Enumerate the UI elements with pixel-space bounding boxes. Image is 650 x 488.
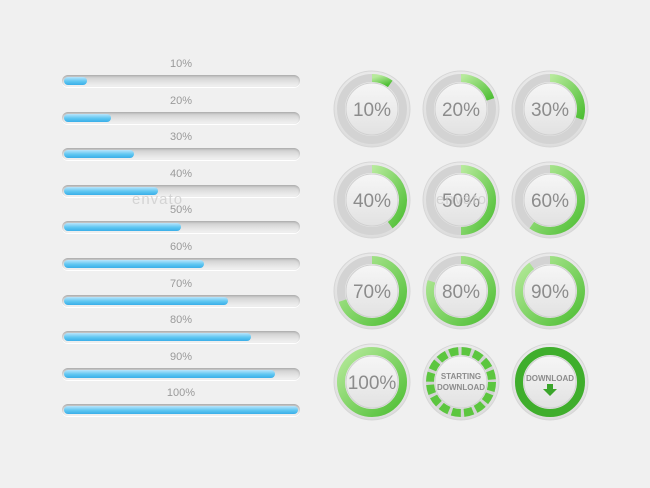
download-button[interactable]: DOWNLOAD [511, 343, 589, 421]
dial-percent-label: 30% [531, 100, 569, 121]
progress-bar-label: 40% [169, 167, 193, 180]
circular-progress: 80% [422, 252, 500, 330]
progress-bar-track [62, 258, 300, 270]
dial-percent-label: 70% [353, 282, 391, 303]
dial-face [345, 355, 399, 409]
progress-arc [529, 165, 585, 235]
dial-face [434, 264, 488, 318]
dial-percent-label: 80% [442, 282, 480, 303]
download-button-label: DOWNLOAD [526, 374, 574, 383]
circular-progress: 30% [511, 70, 589, 148]
watermark-text: envato [436, 191, 488, 208]
dial-face [345, 264, 399, 318]
circular-progress: 10% [333, 70, 411, 148]
progress-bar-fill [64, 186, 158, 195]
dial-percent-label: 90% [531, 282, 569, 303]
progress-bar-fill [64, 77, 87, 85]
progress-arc [426, 256, 496, 326]
circular-progress: 20% [422, 70, 500, 148]
progress-bar-label: 50% [169, 204, 193, 217]
progress-bar-track [62, 367, 300, 380]
progress-arc [460, 74, 495, 101]
dial-face [345, 173, 399, 227]
progress-bar-track [62, 221, 300, 234]
dial-percent-label: 50% [442, 191, 480, 212]
progress-bar-track [62, 75, 300, 87]
dial-percent-label: 100% [348, 373, 397, 394]
dial-face [345, 82, 399, 136]
dial-face [434, 355, 488, 409]
progress-bar-fill [64, 369, 275, 378]
download-label: DOWNLOAD [437, 383, 485, 392]
progress-bar-fill [64, 296, 228, 305]
progress-arc [338, 256, 407, 326]
progress-bar-track [62, 404, 300, 417]
starting-label: STARTING [441, 372, 481, 381]
progress-arc [460, 165, 496, 235]
progress-arc [337, 347, 407, 417]
progress-bar-fill [64, 406, 298, 415]
progress-bar-track [62, 294, 300, 307]
progress-bar-fill [64, 223, 181, 232]
progress-bar-track [62, 184, 300, 197]
circular-progress: 90% [511, 252, 589, 330]
starting-download-indicator: STARTING DOWNLOAD [422, 343, 500, 421]
circular-progress: 40% [333, 161, 411, 239]
download-ring [515, 347, 585, 417]
progress-bar-track [62, 331, 300, 344]
progress-bar-track [62, 148, 300, 161]
progress-arc [515, 256, 585, 326]
dial-face [523, 264, 577, 318]
progress-arc [371, 165, 407, 229]
dial-face [434, 82, 488, 136]
circular-progress: 50% [422, 161, 500, 239]
dashed-progress-ring [426, 347, 496, 417]
progress-bar-fill [64, 333, 251, 342]
progress-bar-label: 70% [169, 277, 193, 290]
progress-bar-fill [64, 150, 134, 159]
progress-bar-label: 80% [169, 314, 193, 327]
circular-progress: 100% [333, 343, 411, 421]
progress-bar-fill [64, 113, 111, 122]
progress-bar-track [62, 111, 300, 124]
progress-bar-label: 60% [169, 241, 193, 253]
progress-bar-label: 10% [169, 58, 193, 70]
circular-progress: 70% [333, 252, 411, 330]
dial-face [523, 82, 577, 136]
progress-bar-label: 90% [169, 350, 193, 363]
dial-percent-label: 10% [353, 100, 391, 121]
dial-face [523, 355, 577, 409]
dial-percent-label: 40% [353, 191, 391, 212]
progress-bar-label: 20% [169, 94, 193, 107]
progress-bar-fill [64, 260, 204, 268]
progress-arc [371, 74, 393, 88]
dial-percent-label: 60% [531, 191, 569, 212]
arrow-down-icon [543, 384, 557, 396]
progress-bar-label: 30% [169, 131, 193, 144]
circular-progress: 60% [511, 161, 589, 239]
dial-face [434, 173, 488, 227]
dial-face [523, 173, 577, 227]
dial-percent-label: 20% [442, 100, 480, 121]
watermark-text: envato [132, 191, 184, 208]
progress-bar-label: 100% [166, 387, 196, 400]
progress-arc [549, 74, 585, 120]
